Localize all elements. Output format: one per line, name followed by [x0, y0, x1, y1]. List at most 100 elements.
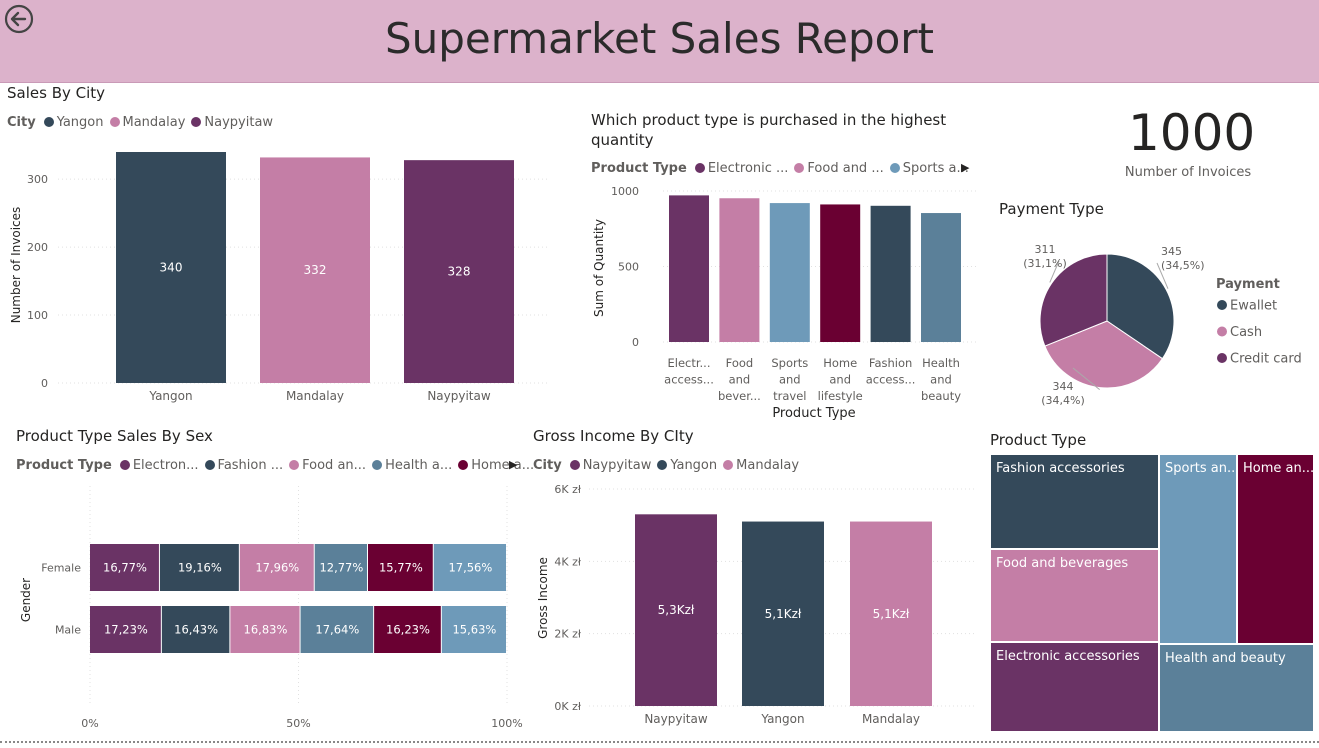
bar-segment[interactable] — [314, 544, 367, 591]
data-label: 16,43% — [174, 623, 218, 637]
legend-label: Mandalay — [122, 115, 186, 130]
x-tick-label: Home and lifestyle — [818, 356, 863, 403]
bar[interactable] — [742, 521, 824, 706]
legend-items: Electron... Fashion ... Food an... Health a… — [119, 458, 540, 473]
x-tick-label: Electr... access... — [664, 356, 714, 387]
legend-label: Mandalay — [736, 458, 800, 473]
bar-segment[interactable] — [161, 606, 230, 653]
legend-item[interactable]: Food and ... — [794, 161, 884, 176]
legend-next-arrow-icon[interactable]: ▶ — [961, 161, 970, 174]
legend-dot — [569, 460, 580, 470]
legend-item[interactable]: Fashion ... — [204, 458, 284, 473]
bar[interactable] — [116, 152, 226, 383]
legend-dot — [694, 163, 705, 173]
y-tick-label: 0K zł — [554, 700, 581, 713]
bar[interactable] — [921, 213, 961, 342]
pie-slice[interactable] — [1044, 320, 1164, 389]
legend-dot — [723, 460, 734, 470]
bar-segment[interactable] — [441, 606, 506, 653]
treemap-tile[interactable]: Electronic accessories — [990, 642, 1159, 732]
legend-label: Fashion ... — [217, 458, 284, 473]
bar-segment[interactable] — [374, 606, 441, 653]
legend-item[interactable]: Naypyitaw — [569, 458, 652, 473]
bar[interactable] — [635, 514, 717, 706]
pie-legend-label[interactable]: Ewallet — [1230, 299, 1277, 314]
legend-dot — [119, 460, 130, 470]
pie-legend-label[interactable]: Cash — [1230, 325, 1262, 340]
bar-segment[interactable] — [159, 544, 239, 591]
data-label: 19,16% — [178, 561, 222, 575]
bar-segment[interactable] — [230, 606, 300, 653]
legend-next-arrow-icon[interactable]: ▶ — [509, 458, 518, 471]
data-label: 17,64% — [315, 623, 359, 637]
slice-percent-label: (34,4%) — [1041, 394, 1085, 407]
bar-segment[interactable] — [239, 544, 314, 591]
legend-item[interactable]: Food an... — [289, 458, 366, 473]
bar[interactable] — [719, 198, 760, 342]
y-tick-label: Female — [41, 562, 81, 575]
legend-items: Electronic ... Food and ... Sports a... — [694, 161, 975, 176]
treemap-tile[interactable]: Home an... — [1237, 454, 1314, 644]
data-label: 16,23% — [386, 623, 430, 637]
legend-item[interactable]: Sports a... — [889, 161, 969, 176]
slice-percent-label: (31,1%) — [1023, 257, 1067, 270]
data-label: 16,83% — [244, 623, 288, 637]
y-axis-label: Number of Invoices — [9, 207, 23, 324]
bar[interactable] — [404, 160, 514, 383]
gross-income-legend: City Naypyitaw Yangon Mandalay — [533, 458, 805, 473]
sex-sales-chart: 0% 50% 100% Gender Female 16,77% 19,16% 17,96% 1… — [19, 486, 523, 730]
bar-segment[interactable] — [90, 606, 161, 653]
legend-item[interactable]: Health a... — [372, 458, 452, 473]
bar-segment[interactable] — [90, 544, 159, 591]
legend-item[interactable]: Electronic ... — [694, 161, 788, 176]
legend-item[interactable]: Yangon — [657, 458, 717, 473]
legend-item[interactable]: Electron... — [119, 458, 199, 473]
pie-slice[interactable] — [1039, 253, 1108, 347]
bar[interactable] — [850, 521, 932, 706]
legend-item[interactable]: Home a... — [458, 458, 534, 473]
y-tick-label: 300 — [27, 173, 48, 186]
legend-items: Yangon Mandalay Naypyitaw — [43, 115, 279, 130]
data-label: 5,1Kzł — [765, 607, 802, 621]
legend-item[interactable]: Yangon — [43, 115, 104, 130]
legend-dot — [109, 117, 120, 127]
legend-item[interactable]: Naypyitaw — [191, 115, 273, 130]
back-arrow-icon[interactable] — [4, 4, 34, 34]
x-tick-label: Naypyitaw — [427, 389, 491, 403]
treemap-tile[interactable]: Sports an... — [1159, 454, 1237, 644]
x-tick-label: Sports and travel — [771, 356, 808, 403]
legend-dot — [289, 460, 300, 470]
bar-segment[interactable] — [368, 544, 433, 591]
product-quantity-title-line1: Which product type is purchased in the h… — [591, 111, 947, 129]
sales-by-city-legend: City Yangon Mandalay Naypyitaw — [7, 115, 279, 130]
pie-legend-label[interactable]: Credit card — [1230, 352, 1302, 367]
x-tick-label: Yangon — [148, 389, 192, 403]
legend-dot — [1217, 353, 1227, 363]
report-header — [0, 0, 1319, 83]
y-axis-label: Gross Income — [536, 557, 550, 639]
bar[interactable] — [769, 203, 810, 342]
product-quantity-chart: 0 500 1000 Sum of Quantity Electr... access..… — [592, 185, 977, 421]
treemap-tile[interactable]: Fashion accessories — [990, 454, 1159, 549]
invoice-count-label: Number of Invoices — [1124, 165, 1252, 180]
y-axis-label: Gender — [19, 578, 33, 622]
bar[interactable] — [820, 204, 861, 342]
product-quantity-title: Which product type is purchased in the h… — [591, 110, 946, 150]
legend-label: Naypyitaw — [582, 458, 652, 473]
bar-segment[interactable] — [300, 606, 374, 653]
bar[interactable] — [260, 157, 370, 383]
treemap-tile[interactable]: Food and beverages — [990, 549, 1159, 642]
bar[interactable] — [669, 195, 709, 342]
pie-slice[interactable] — [1106, 253, 1175, 360]
treemap-tile[interactable]: Health and beauty — [1159, 644, 1314, 732]
y-tick-label: 2K zł — [554, 628, 581, 641]
legend-item[interactable]: Mandalay — [109, 115, 186, 130]
bar-segment[interactable] — [433, 544, 506, 591]
payment-type-pie-chart: 345(34,5%) 344(34,4%) 311(31,1%) Payment Ewa… — [1023, 243, 1302, 407]
legend-item[interactable]: Mandalay — [723, 458, 799, 473]
legend-label: Food an... — [302, 458, 367, 473]
bar[interactable] — [870, 205, 911, 342]
y-tick-label: 100 — [27, 309, 48, 322]
x-tick-label: Mandalay — [286, 389, 344, 403]
legend-title: Product Type — [16, 458, 112, 473]
